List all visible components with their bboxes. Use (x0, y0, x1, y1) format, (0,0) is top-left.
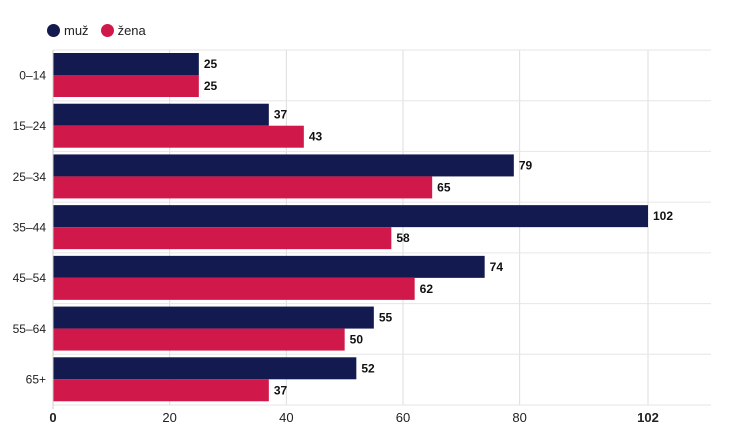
bar-women (53, 277, 415, 300)
data-label: 37 (274, 383, 288, 397)
data-label: 102 (653, 209, 673, 223)
data-label: 65 (437, 180, 451, 194)
category-label: 0–14 (19, 68, 46, 82)
category-label: 55–64 (13, 322, 47, 336)
legend-item-men[interactable]: muž (47, 23, 89, 38)
category-label: 15–24 (13, 119, 47, 133)
bar-men (53, 103, 269, 126)
data-label: 62 (420, 282, 434, 296)
data-label: 74 (490, 260, 504, 274)
bar-men (53, 306, 374, 329)
category-label: 45–54 (13, 271, 47, 285)
bar-men (53, 154, 514, 177)
category-label: 35–44 (13, 221, 47, 235)
x-tick-label: 60 (396, 410, 410, 425)
data-label: 50 (350, 333, 364, 347)
legend-dot-women (100, 24, 114, 37)
bar-women (53, 227, 392, 250)
bar-women (53, 176, 433, 199)
category-label: 25–34 (13, 170, 47, 184)
bar-men (53, 255, 485, 278)
bar-men (53, 205, 648, 228)
legend-dot-men (47, 24, 60, 37)
data-label: 25 (204, 57, 218, 71)
data-label: 25 (204, 79, 218, 93)
legend-item-women[interactable]: žena (100, 23, 146, 38)
data-label: 52 (361, 361, 375, 375)
bar-men (53, 53, 199, 75)
x-tick-label: 0 (49, 410, 56, 425)
legend-label-women: žena (117, 23, 146, 38)
x-tick-label: 20 (162, 410, 176, 425)
data-label: 55 (379, 311, 393, 325)
data-label: 37 (274, 108, 288, 122)
data-label: 79 (519, 158, 533, 172)
legend: muž žena (47, 23, 158, 38)
bar-women (53, 328, 345, 351)
bar-women (53, 125, 304, 148)
x-tick-label: 80 (512, 410, 526, 425)
x-tick-label: 40 (279, 410, 293, 425)
bar-men (53, 357, 357, 380)
x-tick-label: 102 (637, 410, 659, 425)
category-label: 65+ (26, 373, 46, 387)
data-label: 43 (309, 130, 323, 144)
bar-women (53, 379, 269, 402)
legend-label-men: muž (64, 23, 89, 38)
data-label: 58 (396, 231, 410, 245)
bar-women (53, 75, 199, 97)
